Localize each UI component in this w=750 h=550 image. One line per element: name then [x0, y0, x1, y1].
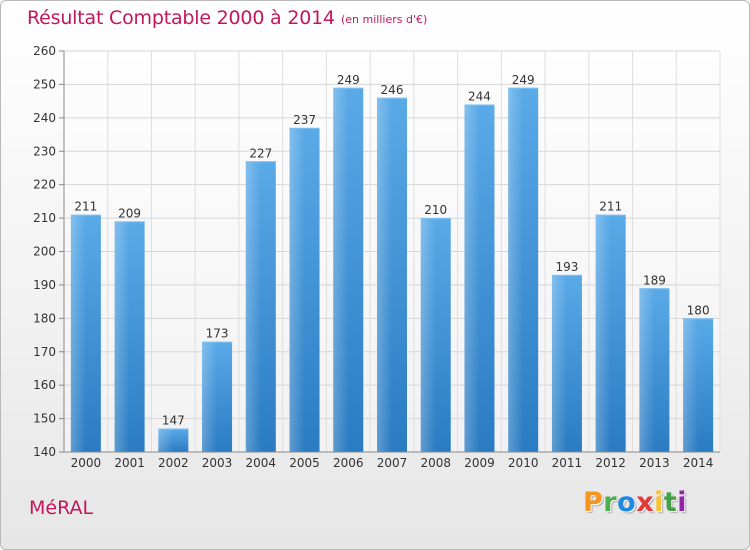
- bar-highlight: [639, 288, 655, 452]
- data-label: 237: [293, 113, 316, 127]
- logo-letter: o: [617, 487, 637, 518]
- logo-letter: r: [603, 487, 618, 518]
- data-label: 189: [643, 273, 666, 287]
- bar-highlight: [202, 341, 218, 452]
- x-tick-label: 2002: [158, 456, 189, 470]
- data-label: 173: [206, 327, 229, 341]
- chart-title: Résultat Comptable 2000 à 2014: [27, 7, 335, 29]
- data-label: 211: [599, 200, 622, 214]
- y-tick-label: 190: [33, 278, 56, 292]
- bar-highlight: [551, 274, 567, 452]
- logo-letter: x: [636, 487, 655, 518]
- proxiti-logo[interactable]: Proxiti: [583, 487, 687, 518]
- x-tick-label: 2003: [202, 456, 233, 470]
- chart-subtitle: (en milliers d'€): [341, 13, 428, 26]
- y-tick-label: 240: [33, 111, 56, 125]
- x-tick-label: 2014: [683, 456, 714, 470]
- x-tick-label: 2012: [595, 456, 626, 470]
- x-tick-label: 2004: [246, 456, 277, 470]
- x-tick-label: 2005: [289, 456, 320, 470]
- y-tick-label: 160: [33, 378, 56, 392]
- bar-highlight: [245, 161, 261, 452]
- bar-highlight: [464, 104, 480, 452]
- data-label: 180: [687, 303, 710, 317]
- bar-highlight: [683, 318, 699, 452]
- bar-highlight: [70, 214, 86, 452]
- x-tick-label: 2008: [420, 456, 451, 470]
- y-tick-label: 170: [33, 345, 56, 359]
- x-tick-label: 2001: [114, 456, 145, 470]
- bar-highlight: [377, 97, 392, 453]
- x-tick-label: 2013: [639, 456, 670, 470]
- y-tick-label: 210: [33, 211, 56, 225]
- data-label: 249: [512, 73, 535, 87]
- y-tick-label: 180: [33, 311, 56, 325]
- y-tick-label: 260: [33, 44, 56, 58]
- logo-letter: i: [654, 487, 664, 518]
- bar-highlight: [595, 214, 611, 452]
- x-tick-label: 2007: [377, 456, 408, 470]
- bar-highlight: [114, 221, 130, 452]
- bar-highlight: [158, 428, 174, 452]
- x-tick-label: 2010: [508, 456, 539, 470]
- x-tick-label: 2006: [333, 456, 364, 470]
- data-label: 249: [337, 73, 360, 87]
- data-label: 227: [249, 146, 272, 160]
- bar-highlight: [333, 87, 349, 452]
- x-tick-label: 2000: [71, 456, 102, 470]
- commune-name: MéRAL: [29, 497, 94, 519]
- data-label: 210: [424, 203, 447, 217]
- data-label: 246: [381, 83, 404, 97]
- bar-highlight: [420, 218, 436, 452]
- y-tick-label: 200: [33, 245, 56, 259]
- y-tick-label: 220: [33, 178, 56, 192]
- x-tick-label: 2009: [464, 456, 495, 470]
- data-label: 193: [555, 260, 578, 274]
- bar-highlight: [289, 127, 305, 452]
- data-label: 211: [74, 200, 97, 214]
- logo-letter: i: [677, 487, 688, 518]
- x-tick-label: 2011: [552, 456, 583, 470]
- logo-letter: t: [663, 487, 678, 518]
- data-label: 147: [162, 414, 185, 428]
- logo-letter: P: [583, 487, 604, 518]
- y-tick-label: 150: [33, 412, 56, 426]
- y-tick-label: 230: [33, 144, 56, 158]
- data-label: 209: [118, 206, 141, 220]
- y-tick-label: 250: [33, 77, 56, 91]
- y-tick-label: 140: [33, 445, 56, 459]
- data-label: 244: [468, 89, 491, 103]
- bar-highlight: [508, 87, 524, 452]
